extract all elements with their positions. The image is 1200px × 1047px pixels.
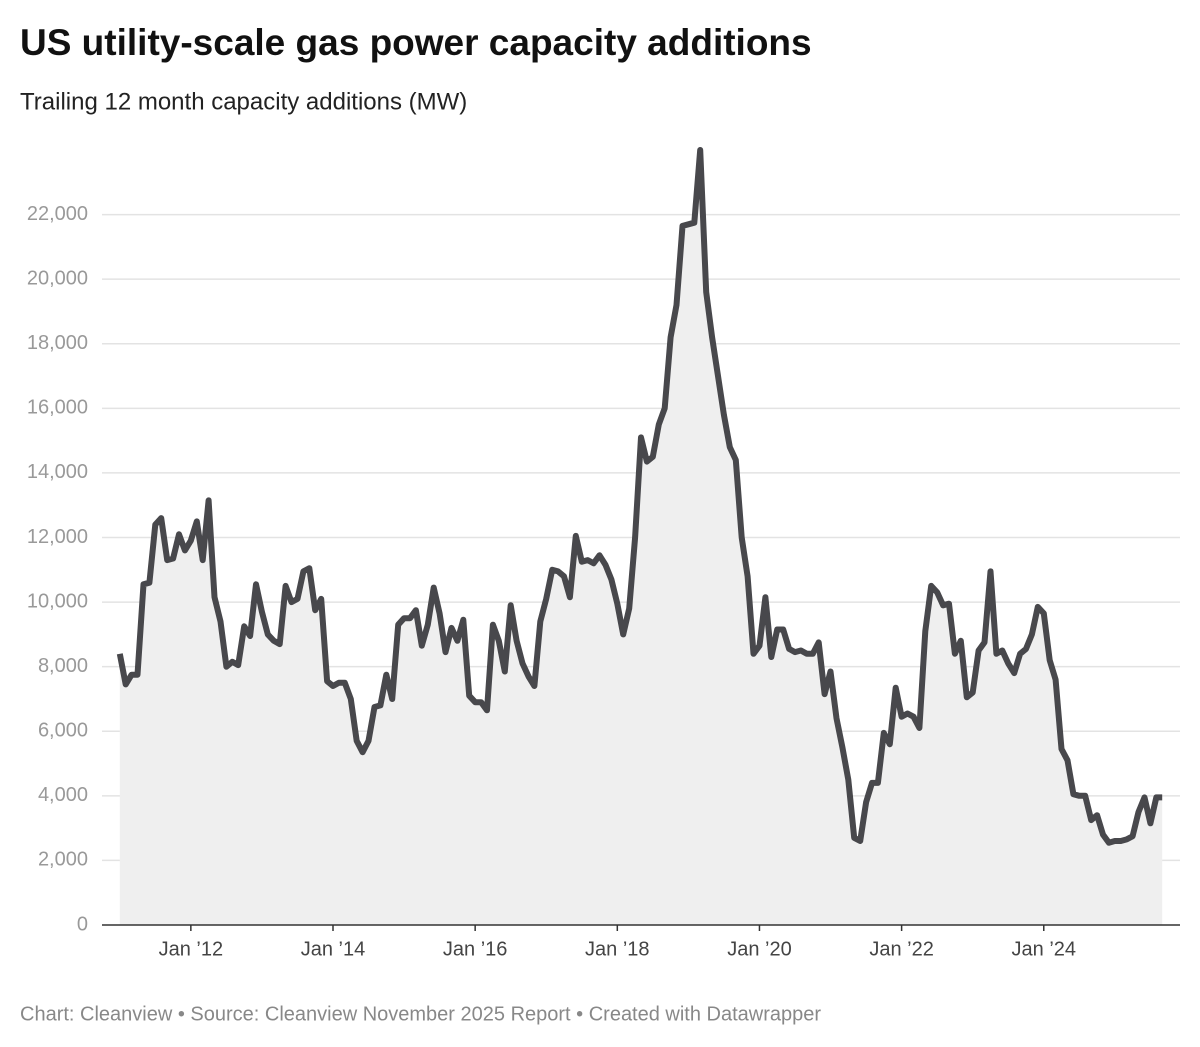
y-tick-label: 20,000 — [27, 267, 88, 289]
chart-title: US utility-scale gas power capacity addi… — [20, 22, 812, 63]
y-tick-label: 12,000 — [27, 526, 88, 548]
y-tick-label: 4,000 — [38, 784, 88, 806]
x-tick-label: Jan ’22 — [869, 938, 934, 960]
x-tick-label: Jan ’18 — [585, 938, 650, 960]
y-tick-label: 18,000 — [27, 332, 88, 354]
y-tick-label: 10,000 — [27, 590, 88, 612]
y-tick-label: 14,000 — [27, 461, 88, 483]
area — [119, 150, 1163, 925]
chart-subtitle: Trailing 12 month capacity additions (MW… — [20, 88, 467, 115]
x-tick-label: Jan ’12 — [159, 938, 224, 960]
chart-footer: Chart: Cleanview • Source: Cleanview Nov… — [20, 1003, 821, 1025]
y-tick-label: 6,000 — [38, 720, 88, 742]
x-tick-label: Jan ’20 — [727, 938, 792, 960]
y-tick-label: 2,000 — [38, 849, 88, 871]
y-tick-label: 16,000 — [27, 397, 88, 419]
line — [116, 147, 1163, 846]
x-tick-label: Jan ’14 — [301, 938, 366, 960]
y-tick-label: 0 — [77, 913, 88, 935]
y-tick-label: 8,000 — [38, 655, 88, 677]
x-tick-label: Jan ’16 — [443, 938, 508, 960]
y-tick-label: 22,000 — [27, 203, 88, 225]
x-tick-label: Jan ’24 — [1012, 938, 1077, 960]
